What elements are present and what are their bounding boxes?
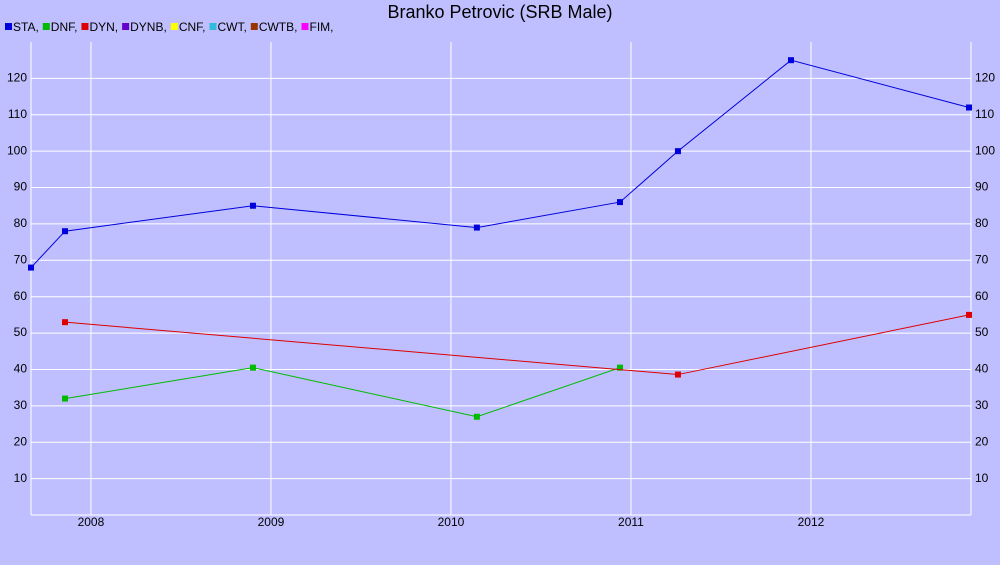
- y-tick-label: 110: [8, 107, 27, 121]
- y-tick-label: 100: [7, 143, 27, 157]
- legend-swatch: [301, 23, 309, 30]
- y-tick-label: 70: [14, 252, 28, 266]
- y-tick-label: 40: [14, 362, 28, 376]
- y-tick-label-right: 10: [975, 471, 989, 485]
- legend-swatch: [42, 23, 50, 30]
- y-tick-label-right: 120: [975, 71, 995, 85]
- legend-swatch: [209, 23, 217, 30]
- legend-label: DNF,: [51, 20, 78, 34]
- chart-title: Branko Petrovic (SRB Male): [387, 2, 612, 22]
- legend-swatch: [170, 23, 178, 30]
- y-tick-label: 50: [14, 325, 28, 339]
- legend-label: CWTB,: [259, 20, 298, 34]
- point: [28, 264, 34, 271]
- x-tick-label: 2011: [618, 515, 644, 529]
- x-tick-label: 2012: [798, 515, 825, 529]
- x-tick-label: 2010: [438, 515, 465, 529]
- legend-label: CWT,: [217, 20, 246, 34]
- y-tick-label-right: 30: [975, 398, 989, 412]
- point: [966, 311, 973, 318]
- point: [674, 148, 681, 155]
- y-tick-label: 30: [14, 398, 28, 412]
- y-tick-label: 80: [14, 216, 28, 230]
- point: [62, 395, 69, 402]
- y-tick-label: 60: [14, 289, 28, 303]
- point: [249, 364, 256, 371]
- legend-label: FIM,: [309, 20, 333, 34]
- y-tick-label: 20: [14, 434, 28, 448]
- y-tick-label: 120: [7, 71, 27, 85]
- legend-label: CNF,: [179, 20, 206, 34]
- point: [787, 57, 794, 64]
- point: [473, 413, 480, 420]
- x-tick-label: 2008: [78, 515, 105, 529]
- point: [616, 199, 623, 206]
- y-tick-label-right: 80: [975, 216, 989, 230]
- y-tick-label-right: 90: [975, 180, 989, 194]
- legend-swatch: [122, 23, 130, 30]
- legend-swatch: [250, 23, 258, 30]
- y-tick-label-right: 20: [975, 434, 989, 448]
- y-tick-label-right: 100: [975, 143, 995, 157]
- legend-label: STA,: [13, 20, 39, 34]
- legend-swatch: [81, 23, 89, 30]
- point: [62, 228, 69, 235]
- point: [473, 224, 480, 231]
- y-tick-label-right: 40: [975, 362, 989, 376]
- legend-label: DYNB,: [130, 20, 167, 34]
- point: [674, 371, 681, 378]
- y-tick-label: 90: [14, 180, 28, 194]
- point: [62, 319, 69, 326]
- y-tick-label: 10: [14, 471, 28, 485]
- y-tick-label-right: 50: [975, 325, 989, 339]
- legend-label: DYN,: [89, 20, 118, 34]
- legend-swatch: [5, 23, 12, 30]
- y-tick-label-right: 60: [975, 289, 989, 303]
- x-tick-label: 2009: [258, 515, 285, 529]
- y-tick-label-right: 70: [975, 252, 989, 266]
- series-line: [30, 59, 970, 268]
- point: [616, 364, 623, 371]
- y-tick-label-right: 110: [975, 107, 994, 121]
- point: [249, 202, 256, 209]
- series-line: [64, 367, 621, 418]
- point: [966, 104, 973, 111]
